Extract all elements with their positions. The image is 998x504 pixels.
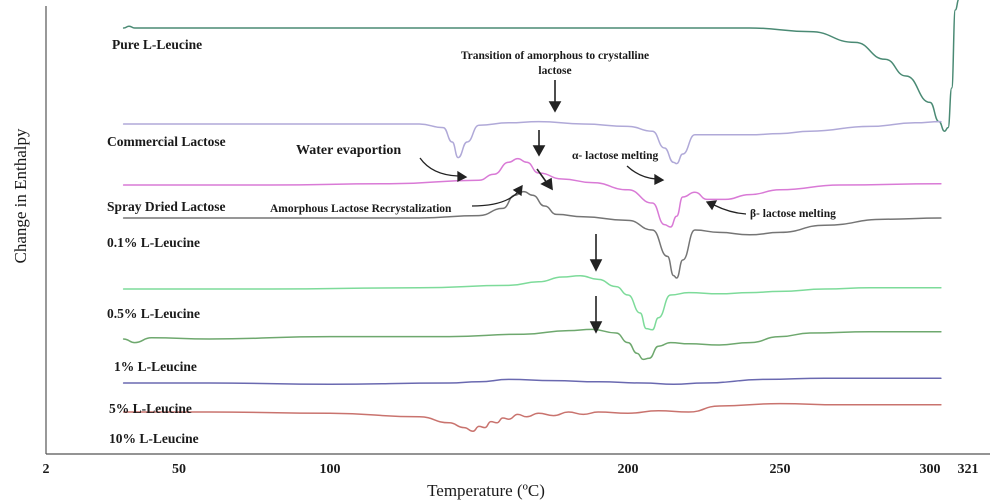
x-tick-label-321: 321 [958, 462, 979, 477]
curved-arrow-water-head [457, 170, 468, 183]
y-axis-title: Change in Enthalpy [11, 128, 30, 264]
arrow-0-1-head [589, 259, 603, 272]
series-label-5-l-leucine: 5% L-Leucine [109, 401, 192, 416]
x-axis-title: Temperature (ºC) [427, 481, 545, 500]
series-line-6 [122, 328, 942, 361]
series-line-4 [122, 190, 942, 279]
series-label-1-l-leucine: 1% L-Leucine [114, 359, 197, 374]
series-label-pure-l-leucine: Pure L-Leucine [112, 37, 202, 52]
x-tick-labels: 2 50 100 200 250 300 321 [43, 462, 979, 477]
series-line-1 [122, 0, 960, 132]
x-tick-label-50: 50 [172, 462, 186, 477]
series-line-7 [122, 377, 942, 385]
annotation-alpha-lactose-melting: α- lactose melting [572, 150, 659, 162]
arrow-recryst-head [540, 177, 553, 191]
series-line-8 [122, 402, 942, 432]
arrow-0-5-head [589, 321, 603, 334]
curved-arrow-recryst [471, 191, 519, 207]
x-tick-label-200: 200 [618, 462, 639, 477]
arrow-water-head [532, 145, 546, 157]
curved-arrow-recryst-head [512, 184, 523, 197]
curved-arrow-alpha [626, 165, 657, 180]
curved-arrow-beta [713, 204, 747, 215]
series-line-3 [122, 157, 942, 228]
curved-annotation-arrows [419, 157, 747, 215]
curves-group [122, 0, 960, 432]
annotation-water-evaporation: Water evaportion [296, 143, 401, 158]
series-label-10-l-leucine: 10% L-Leucine [109, 431, 199, 446]
series-label-spray-dried-lactose: Spray Dried Lactose [107, 199, 226, 214]
annotation-amorphous-recrystallization: Amorphous Lactose Recrystalization [270, 203, 452, 215]
curved-arrow-alpha-head [654, 173, 665, 186]
series-label-0-5-l-leucine: 0.5% L-Leucine [107, 306, 200, 321]
x-tick-label-2: 2 [43, 462, 50, 477]
x-tick-label-300: 300 [920, 462, 941, 477]
series-line-5 [122, 275, 942, 331]
series-line-2 [122, 120, 942, 165]
series-label-0-1-l-leucine: 0.1% L-Leucine [107, 235, 200, 250]
x-tick-label-250: 250 [770, 462, 791, 477]
series-label-commercial-lactose: Commercial Lactose [107, 134, 226, 149]
annotation-transition-line-2: lactose [538, 65, 571, 77]
x-tick-label-100: 100 [320, 462, 341, 477]
arrow-recryst-shaft [536, 168, 548, 184]
curved-arrow-beta-head [705, 200, 718, 211]
arrow-transition-head [548, 101, 562, 113]
curved-arrow-water [419, 157, 459, 177]
annotation-transition-line-1: Transition of amorphous to crystalline [461, 50, 649, 62]
annotation-beta-lactose-melting: β- lactose melting [750, 208, 836, 220]
annotation-arrows [532, 80, 603, 334]
